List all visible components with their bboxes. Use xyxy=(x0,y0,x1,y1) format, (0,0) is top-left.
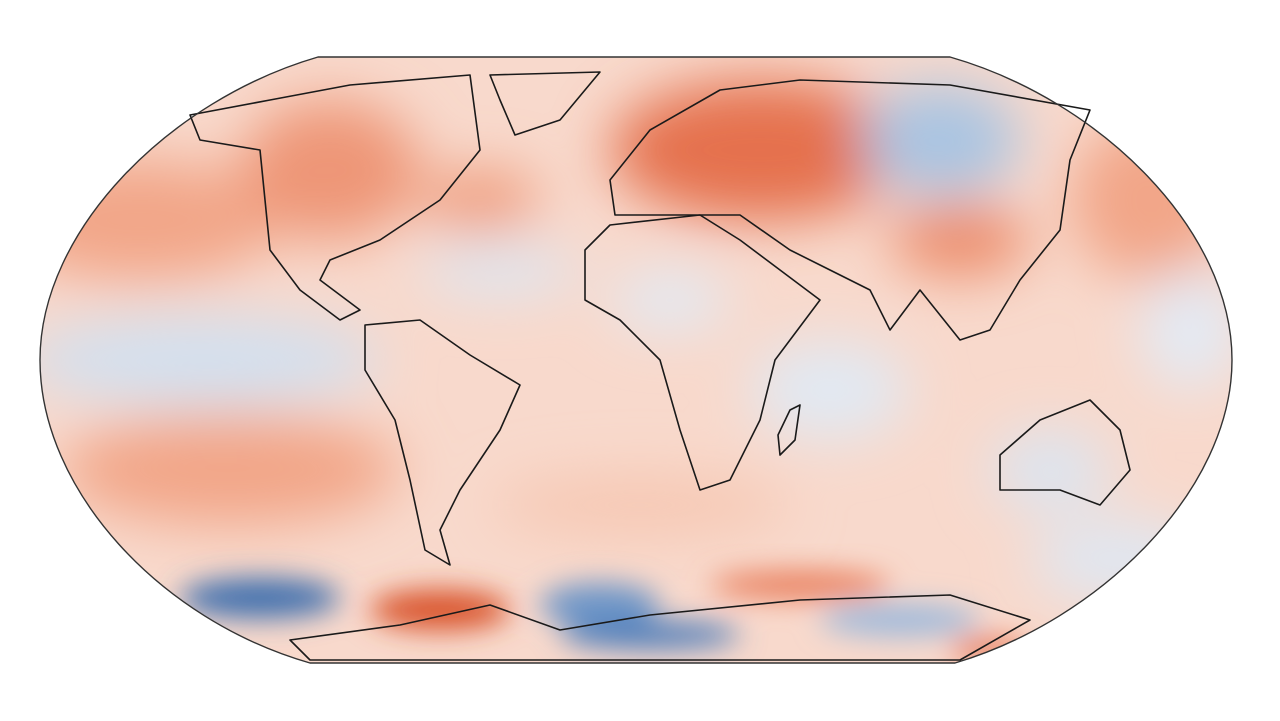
coastlines xyxy=(189,71,1131,661)
north-america xyxy=(189,74,481,321)
south-america xyxy=(364,319,521,566)
africa xyxy=(584,214,821,491)
antarctica xyxy=(289,594,1031,661)
madagascar xyxy=(777,404,801,456)
greenland xyxy=(489,71,601,136)
antarctic-regions xyxy=(180,571,1030,662)
eurasia xyxy=(609,79,1091,341)
map-frame xyxy=(39,56,1233,664)
australia xyxy=(999,399,1131,506)
